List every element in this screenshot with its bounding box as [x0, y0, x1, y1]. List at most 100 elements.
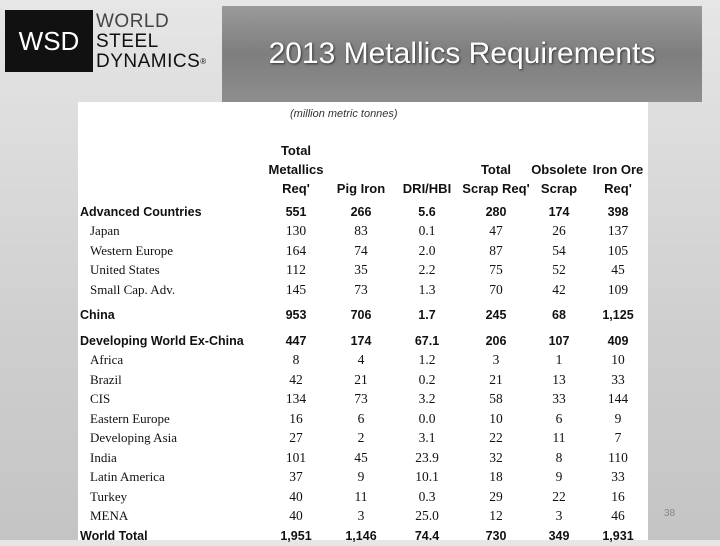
cell: 73	[354, 391, 368, 407]
row-label: World Total	[80, 528, 148, 543]
cell: 13	[552, 371, 566, 387]
logo-words: WORLD STEEL DYNAMICS®	[96, 12, 207, 72]
cell: 9	[555, 469, 563, 485]
column-header: Total Metallics Req'	[268, 143, 324, 196]
cell: 0.3	[418, 488, 436, 504]
cell: 0.0	[418, 410, 436, 426]
cell: 5.6	[418, 204, 436, 219]
cell: 18	[489, 469, 503, 485]
cell: 40	[289, 508, 303, 524]
table-sheet: (million metric tonnes) Total Metallics …	[78, 102, 648, 543]
cell: 10	[489, 410, 503, 426]
table-row: MENA 40 3 25.0 12 3 46	[78, 507, 648, 527]
cell: 1,125	[602, 308, 634, 323]
logo-abbr: WSD	[5, 10, 93, 72]
table-row: Developing World Ex-China 447 174 67.1 206 10…	[78, 325, 648, 351]
cell: 0.2	[418, 371, 436, 387]
cell: 730	[485, 528, 507, 543]
column-header: Obsolete Scrap	[531, 162, 587, 196]
cell: 8	[555, 449, 563, 465]
cell: 11	[354, 488, 368, 504]
cell: 45	[354, 449, 368, 465]
cell: 16	[611, 488, 625, 504]
row-label: Brazil	[90, 371, 122, 387]
cell: 3	[492, 352, 500, 368]
table-row: Latin America 37 9 10.1 18 9 33	[78, 468, 648, 488]
cell: 409	[607, 333, 629, 348]
cell: 6	[357, 410, 365, 426]
title: 2013 Metallics Requirements	[222, 6, 702, 102]
cell: 42	[289, 371, 303, 387]
cell: 266	[350, 204, 372, 219]
column-header: DRI/HBI	[402, 181, 452, 196]
table-row: Western Europe 164 74 2.0 87 54 105	[78, 241, 648, 261]
row-label: CIS	[90, 391, 111, 407]
cell: 447	[285, 333, 307, 348]
cell: 46	[611, 508, 625, 524]
cell: 145	[285, 281, 307, 297]
table-row: Small Cap. Adv. 145 73 1.3 70 42 109	[78, 280, 648, 300]
cell: 10	[611, 352, 625, 368]
cell: 40	[289, 488, 303, 504]
table-row: Turkey 40 11 0.3 29 22 16	[78, 487, 648, 507]
cell: 32	[489, 449, 503, 465]
column-header: Pig Iron	[336, 181, 386, 196]
cell: 75	[489, 262, 503, 278]
row-label: Western Europe	[90, 242, 174, 258]
cell: 3.2	[418, 391, 436, 407]
cell: 3	[555, 508, 563, 524]
cell: 706	[350, 308, 372, 323]
cell: 1,931	[602, 528, 634, 543]
cell: 27	[289, 430, 303, 446]
cell: 1.7	[418, 308, 436, 323]
cell: 21	[489, 371, 503, 387]
cell: 35	[354, 262, 368, 278]
cell: 4	[357, 352, 365, 368]
table-row: China 953 706 1.7 245 68 1,125	[78, 300, 648, 326]
cell: 1	[555, 352, 563, 368]
cell: 42	[552, 281, 566, 297]
cell: 130	[285, 223, 307, 239]
logo-line: DYNAMICS	[96, 51, 201, 72]
cell: 134	[285, 391, 307, 407]
cell: 74	[354, 242, 368, 258]
cell: 8	[292, 352, 300, 368]
cell: 47	[489, 223, 503, 239]
column-header: Iron Ore Req'	[592, 162, 644, 196]
cell: 398	[607, 204, 629, 219]
cell: 22	[489, 430, 503, 446]
row-label: Africa	[90, 352, 124, 368]
cell: 112	[286, 262, 306, 278]
cell: 101	[285, 449, 307, 465]
cell: 87	[489, 242, 503, 258]
page-number: 38	[664, 508, 676, 519]
header-row: Total Metallics Req' Pig Iron DRI/HBI Total…	[78, 136, 648, 202]
cell: 29	[489, 488, 503, 504]
cell: 73	[354, 281, 368, 297]
cell: 0.1	[418, 223, 436, 239]
cell: 54	[552, 242, 566, 258]
cell: 110	[608, 449, 628, 465]
row-label: Developing World Ex-China	[80, 333, 244, 348]
cell: 37	[289, 469, 303, 485]
cell: 58	[489, 391, 503, 407]
table-row: India 101 45 23.9 32 8 110	[78, 448, 648, 468]
row-label: Japan	[90, 223, 120, 239]
row-label: Advanced Countries	[80, 204, 202, 219]
cell: 26	[552, 223, 566, 239]
cell: 33	[552, 391, 566, 407]
cell: 33	[611, 469, 625, 485]
cell: 68	[552, 308, 566, 323]
row-label: Developing Asia	[90, 430, 178, 446]
cell: 45	[611, 262, 625, 278]
cell: 144	[607, 391, 629, 407]
cell: 1.3	[418, 281, 436, 297]
cell: 1,146	[345, 528, 377, 543]
cell: 33	[611, 371, 625, 387]
cell: 206	[485, 333, 507, 348]
table-row: Africa 8 4 1.2 3 1 10	[78, 351, 648, 371]
row-label: Eastern Europe	[90, 410, 170, 426]
cell: 9	[614, 410, 622, 426]
row-label: India	[90, 449, 117, 465]
